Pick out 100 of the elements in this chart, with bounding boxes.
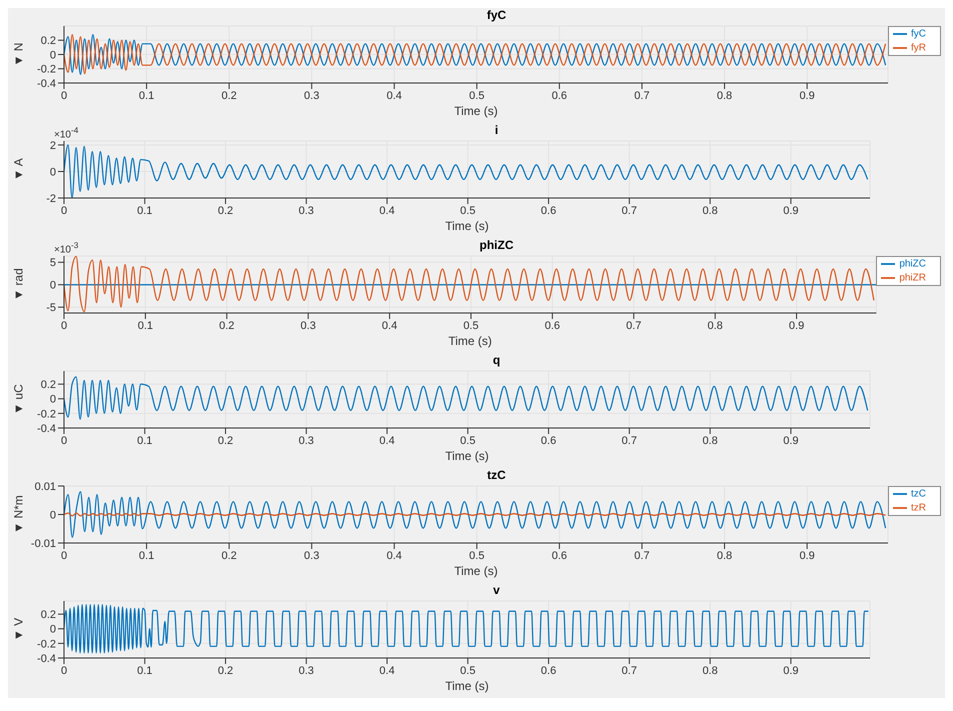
- x-tick-label: 0.7: [634, 90, 650, 102]
- x-tick-label: 0.3: [304, 90, 320, 102]
- x-tick-label: 0.1: [138, 550, 154, 562]
- y-axis-title: ▼ V: [11, 618, 26, 642]
- chart-title: i: [494, 123, 498, 137]
- x-tick-label: 0.2: [218, 204, 234, 217]
- x-tick-label: 0.5: [463, 320, 479, 332]
- y-axis-title: ▼ A: [11, 158, 26, 181]
- x-tick-label: 0.3: [298, 434, 314, 447]
- x-tick-label: 0.5: [460, 204, 476, 217]
- x-tick-label: 0.7: [634, 550, 650, 562]
- y-tick-label: 0.2: [40, 609, 56, 622]
- chart-title: tzC: [486, 468, 507, 482]
- y-tick-label: 0: [50, 394, 56, 406]
- y-tick-label: -0.4: [37, 652, 56, 665]
- x-tick-label: 0: [60, 320, 68, 332]
- x-tick-label: 0.7: [622, 434, 637, 447]
- x-tick-label: 0.6: [540, 204, 556, 217]
- x-tick-label: 0.1: [137, 664, 152, 677]
- x-tick-label: 0: [60, 434, 68, 447]
- x-tick-label: 0.4: [386, 90, 402, 102]
- line-series: [64, 491, 886, 538]
- x-tick-label: 0.8: [702, 204, 718, 217]
- chart-title: q: [492, 353, 502, 367]
- y-tick-label: 0: [50, 280, 56, 292]
- x-tick-label: 0.1: [138, 90, 154, 102]
- y-tick-label: -2: [46, 192, 56, 205]
- x-tick-label: 0.8: [702, 434, 718, 447]
- x-tick-label: 0.9: [783, 664, 798, 677]
- x-tick-label: 0.8: [716, 90, 732, 102]
- x-tick-label: 0.4: [379, 434, 395, 447]
- y-tick-label: 0.01: [34, 480, 56, 493]
- y-tick-label: 0.2: [40, 379, 56, 392]
- x-tick-label: 0.9: [799, 90, 815, 102]
- y-tick-label: -0.4: [37, 422, 56, 435]
- x-tick-label: 0: [60, 90, 68, 102]
- chart-title: fyC: [486, 8, 508, 22]
- x-axis-title: Time (s): [445, 219, 489, 233]
- x-tick-label: 0: [60, 664, 68, 677]
- x-tick-label: 0.2: [218, 434, 234, 447]
- x-tick-label: 0.6: [552, 90, 568, 102]
- x-tick-label: 0: [60, 550, 68, 562]
- x-tick-label: 0.7: [622, 664, 637, 677]
- legend-label: phiZR: [899, 272, 926, 284]
- x-tick-label: 0.5: [460, 664, 476, 677]
- x-tick-label: 0.8: [716, 550, 732, 562]
- x-tick-label: 0.7: [626, 320, 642, 332]
- x-tick-label: 0.7: [622, 204, 637, 217]
- y-tick-label: -0.01: [30, 538, 56, 550]
- y-tick-label: 2: [50, 140, 56, 152]
- x-tick-label: 0.2: [221, 90, 237, 102]
- x-axis-title: Time (s): [454, 564, 498, 578]
- line-series: [64, 376, 868, 420]
- line-series: [64, 604, 869, 654]
- x-tick-label: 0.1: [137, 204, 152, 217]
- x-tick-label: 0.9: [788, 320, 804, 332]
- chart-title: phiZC: [480, 238, 514, 252]
- x-tick-label: 0.2: [219, 320, 234, 332]
- text: ×10$^{-3}$: [54, 240, 78, 256]
- x-tick-label: 0.9: [783, 204, 798, 217]
- x-axis-title: Time (s): [445, 679, 489, 693]
- y-axis-title: ▼ rad: [11, 268, 26, 301]
- x-tick-label: 0.8: [708, 320, 723, 332]
- y-tick-label: -0.2: [37, 64, 56, 76]
- legend-label: phiZC: [899, 258, 926, 270]
- x-tick-label: 0.5: [469, 90, 484, 102]
- y-axis-title: ▼ N: [11, 42, 26, 66]
- x-axis-title: Time (s): [445, 449, 489, 463]
- x-tick-label: 0.6: [544, 320, 560, 332]
- x-tick-label: 0.4: [379, 664, 395, 677]
- y-tick-label: 0: [50, 166, 56, 178]
- y-tick-label: -0.2: [37, 408, 56, 420]
- y-tick-label: 0.2: [40, 35, 56, 48]
- y-axis-title: ▼ N*m: [11, 495, 26, 534]
- y-tick-label: 5: [50, 257, 56, 270]
- legend-label: fyC: [911, 28, 926, 40]
- y-tick-label: 0: [50, 624, 56, 636]
- x-tick-label: 0.2: [218, 664, 234, 677]
- x-tick-label: 0.2: [221, 550, 237, 562]
- y-tick-label: 0: [50, 509, 56, 522]
- x-tick-label: 0.5: [460, 434, 476, 447]
- y-tick-label: -5: [46, 302, 56, 314]
- x-tick-label: 0.6: [540, 434, 556, 447]
- x-tick-label: 0.3: [304, 550, 320, 562]
- x-tick-label: 0.3: [298, 204, 314, 217]
- x-axis-title: Time (s): [448, 334, 492, 348]
- x-tick-label: 0.6: [540, 664, 556, 677]
- x-tick-label: 0.4: [382, 320, 398, 332]
- text: ×10$^{-4}$: [54, 125, 78, 140]
- chart-title: v: [492, 583, 501, 597]
- legend-label: fyR: [911, 42, 926, 54]
- x-tick-label: 0.3: [300, 320, 316, 332]
- y-tick-label: -0.2: [37, 638, 56, 650]
- x-tick-label: 0.9: [799, 550, 815, 562]
- x-axis-title: Time (s): [454, 104, 498, 118]
- x-tick-label: 0.4: [379, 204, 395, 217]
- x-tick-label: 0.5: [469, 550, 484, 562]
- legend-label: tzR: [911, 502, 926, 514]
- line-series: [64, 256, 874, 312]
- x-tick-label: 0.6: [552, 550, 568, 562]
